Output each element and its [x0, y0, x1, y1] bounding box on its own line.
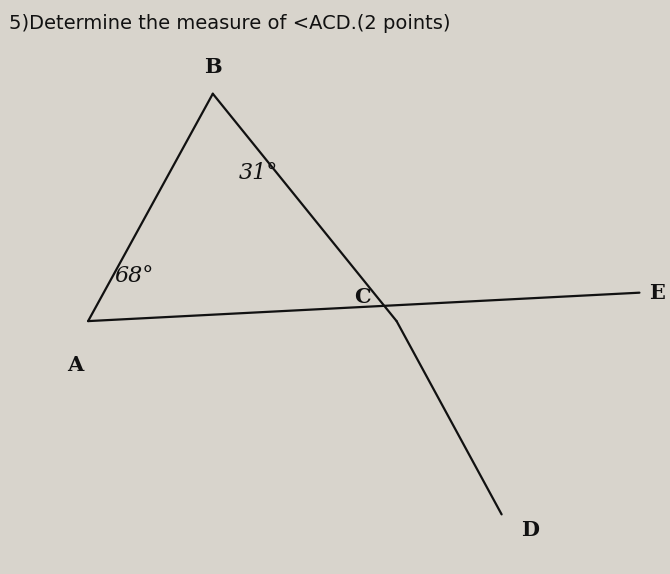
Text: D: D: [521, 520, 539, 540]
Text: A: A: [67, 355, 83, 375]
Text: E: E: [649, 282, 665, 302]
Text: 31°: 31°: [239, 162, 279, 184]
Text: 68°: 68°: [115, 265, 153, 287]
Text: 5)Determine the measure of <ACD.(2 points): 5)Determine the measure of <ACD.(2 point…: [9, 14, 451, 33]
Text: C: C: [354, 287, 371, 307]
Text: B: B: [204, 57, 222, 77]
